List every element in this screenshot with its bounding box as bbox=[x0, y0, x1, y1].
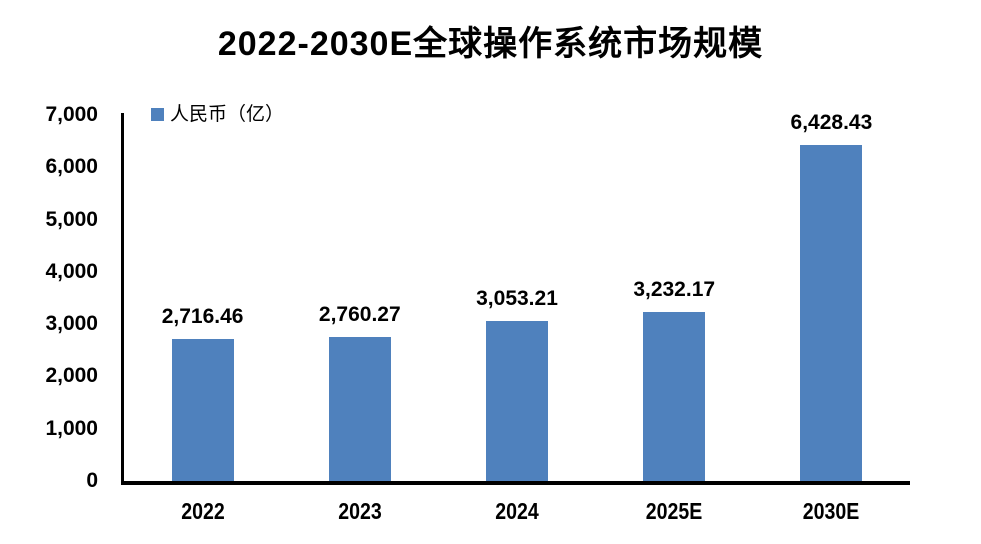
y-tick-label: 7,000 bbox=[45, 103, 98, 126]
bar-2022 bbox=[171, 339, 234, 481]
y-tick-label: 0 bbox=[86, 469, 98, 492]
bar-2024 bbox=[486, 321, 548, 481]
bar-2025E bbox=[643, 312, 706, 481]
x-axis-label-2023: 2023 bbox=[338, 498, 382, 524]
x-axis-label-2030E: 2030E bbox=[803, 498, 860, 524]
legend-swatch-icon bbox=[151, 108, 164, 121]
value-label-2025E: 3,232.17 bbox=[633, 278, 716, 301]
x-axis-label-2025E: 2025E bbox=[645, 498, 703, 524]
y-tick-label: 6,000 bbox=[45, 155, 98, 179]
chart-title: 2022-2030E全球操作系统市场规模 bbox=[217, 25, 764, 63]
y-tick-label: 5,000 bbox=[45, 207, 98, 231]
legend: 人民币（亿） bbox=[151, 105, 284, 124]
value-label-2022: 2,716.46 bbox=[161, 305, 244, 328]
value-label-2030E: 6,428.43 bbox=[790, 111, 873, 134]
x-axis-label-2022: 2022 bbox=[180, 498, 225, 524]
y-axis-line bbox=[121, 113, 124, 484]
bar-2030E bbox=[800, 145, 863, 481]
x-axis-label-2024: 2024 bbox=[495, 498, 539, 524]
y-tick-label: 3,000 bbox=[45, 312, 98, 336]
y-tick-label: 2,000 bbox=[45, 364, 98, 388]
y-tick-label: 1,000 bbox=[45, 416, 98, 440]
y-tick-label: 4,000 bbox=[45, 259, 98, 283]
x-axis-line bbox=[121, 481, 910, 485]
legend-label: 人民币（亿） bbox=[170, 104, 285, 125]
value-label-2024: 3,053.21 bbox=[476, 287, 558, 310]
bar-2023 bbox=[328, 337, 391, 481]
value-label-2023: 2,760.27 bbox=[318, 303, 401, 326]
